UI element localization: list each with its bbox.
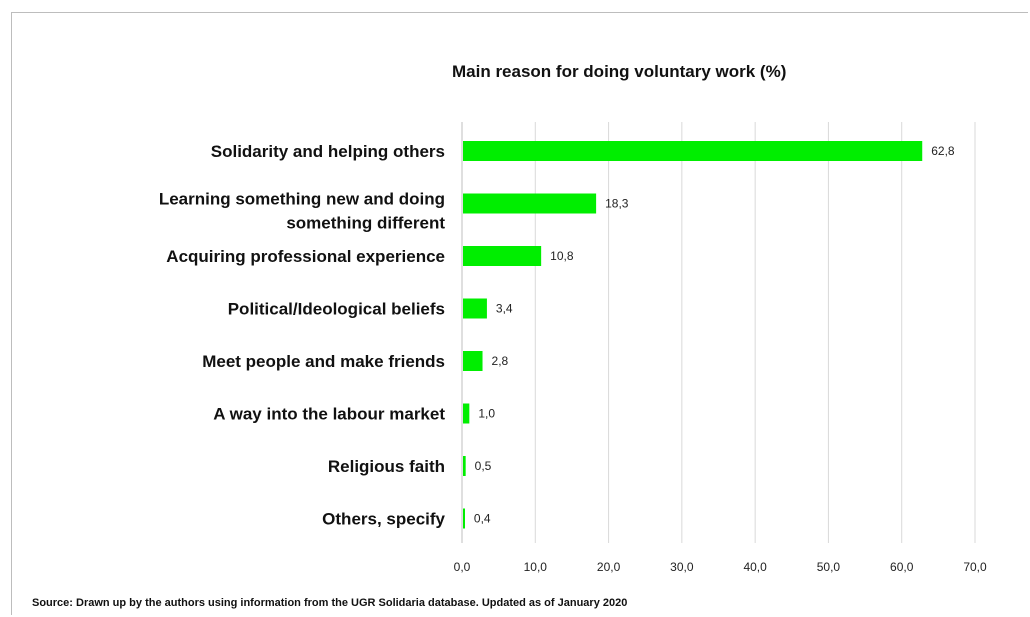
gridlines xyxy=(461,122,976,543)
category-label: Others, specify xyxy=(322,510,445,529)
chart-title: Main reason for doing voluntary work (%) xyxy=(452,62,787,81)
data-label: 10,8 xyxy=(550,249,574,263)
bar xyxy=(463,403,470,424)
category-label: Learning something new and doing xyxy=(159,190,445,209)
x-tick-label: 20,0 xyxy=(597,560,621,574)
x-tick-label: 30,0 xyxy=(670,560,694,574)
category-label: Meet people and make friends xyxy=(202,352,445,371)
bar xyxy=(463,193,597,214)
x-tick-label: 40,0 xyxy=(743,560,767,574)
data-label: 62,8 xyxy=(931,144,955,158)
bars xyxy=(463,141,923,529)
category-label: Solidarity and helping others xyxy=(211,142,445,161)
data-label: 1,0 xyxy=(478,407,495,421)
x-tick-label: 0,0 xyxy=(454,560,471,574)
bar xyxy=(463,351,483,371)
source-note: Source: Drawn up by the authors using in… xyxy=(32,597,628,609)
data-labels: 62,8 18,3 10,8 3,4 2,8 1,0 0,5 0,4 xyxy=(474,144,955,526)
category-label: Acquiring professional experience xyxy=(166,247,445,266)
category-label: Political/Ideological beliefs xyxy=(228,300,445,319)
x-axis-ticks: 0,0 10,0 20,0 30,0 40,0 50,0 60,0 70,0 xyxy=(454,560,987,574)
data-label: 0,5 xyxy=(475,459,492,473)
x-tick-label: 60,0 xyxy=(890,560,914,574)
bar xyxy=(463,508,465,529)
data-label: 2,8 xyxy=(492,354,509,368)
bar xyxy=(463,141,923,161)
category-label: something different xyxy=(286,214,445,233)
category-label: Religious faith xyxy=(328,457,445,476)
bar xyxy=(463,298,487,319)
data-label: 3,4 xyxy=(496,302,513,316)
category-label: A way into the labour market xyxy=(213,405,445,424)
data-label: 0,4 xyxy=(474,512,491,526)
x-tick-label: 50,0 xyxy=(817,560,841,574)
chart-frame xyxy=(11,12,1028,615)
bar xyxy=(463,246,542,266)
bar xyxy=(463,456,466,476)
x-tick-label: 70,0 xyxy=(963,560,987,574)
data-label: 18,3 xyxy=(605,197,629,211)
category-labels: Solidarity and helping others Learning so… xyxy=(159,142,446,529)
x-tick-label: 10,0 xyxy=(524,560,548,574)
